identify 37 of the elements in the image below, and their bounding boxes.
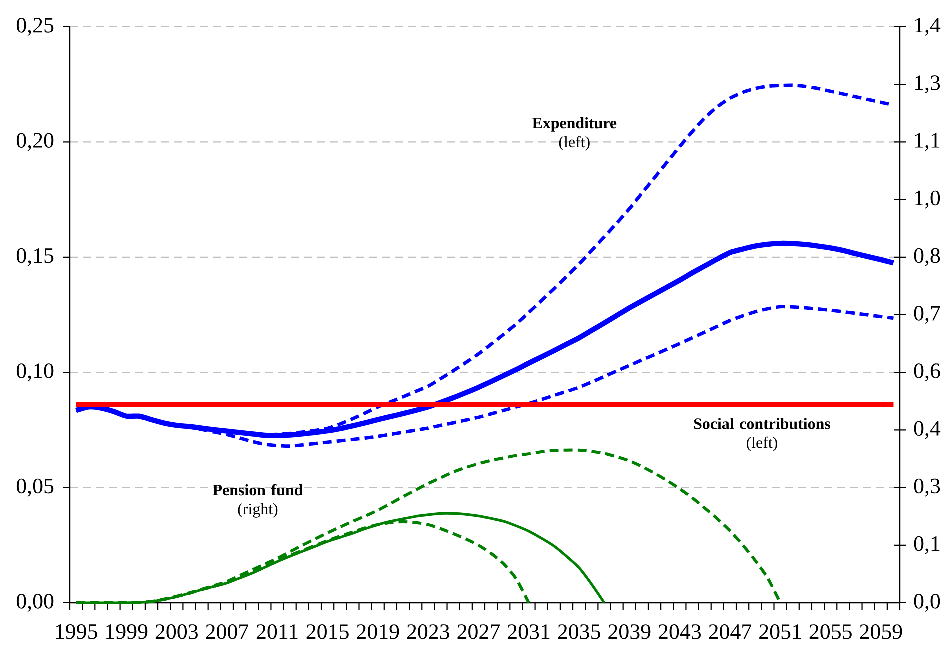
y-tick-label: 0,20 bbox=[16, 133, 54, 152]
y-tick-label: 0,00 bbox=[16, 594, 54, 612]
x-tick-label: 2015 bbox=[306, 624, 349, 640]
x-tick-label: 2019 bbox=[357, 624, 400, 640]
y2-tick-label: 0,4 bbox=[914, 421, 941, 440]
x-tick-label: 2007 bbox=[206, 624, 248, 640]
y-tick-label: 0,25 bbox=[16, 18, 54, 36]
y2-tick-label: 0,3 bbox=[914, 478, 940, 497]
x-tick-label: 1995 bbox=[56, 624, 98, 640]
x-tick-label: 2055 bbox=[810, 624, 852, 640]
x-tick-label: 2059 bbox=[860, 624, 902, 640]
x-tick-label: 2039 bbox=[608, 624, 651, 640]
y2-tick-label: 0,0 bbox=[914, 594, 940, 612]
y2-tick-label: 0,7 bbox=[914, 306, 940, 324]
y2-tick-label: 0,8 bbox=[914, 248, 940, 266]
x-tick-label: 2003 bbox=[156, 624, 198, 640]
y2-tick-label: 0,1 bbox=[914, 536, 940, 554]
y2-tick-label: 1,3 bbox=[915, 76, 940, 94]
x-tick-label: 2047 bbox=[709, 624, 752, 640]
x-tick-label: 2023 bbox=[407, 624, 450, 640]
y-tick-label: 0,05 bbox=[16, 478, 54, 497]
y2-tick-label: 0,6 bbox=[914, 364, 940, 382]
y2-tick-label: 1,4 bbox=[915, 18, 941, 36]
annotation: Social contributions (left) bbox=[694, 418, 830, 452]
y-tick-label: 0,15 bbox=[16, 248, 54, 266]
x-tick-label: 2043 bbox=[658, 624, 701, 640]
y2-tick-label: 1,1 bbox=[915, 133, 940, 152]
annotation: Expenditure (left) bbox=[532, 117, 617, 151]
x-tick-label: 2011 bbox=[256, 624, 298, 640]
x-tick-label: 2031 bbox=[508, 624, 550, 640]
x-tick-label: 1999 bbox=[106, 624, 148, 640]
x-tick-label: 2027 bbox=[458, 624, 500, 640]
y2-tick-label: 1,0 bbox=[915, 190, 940, 209]
annotation: Pension fund (right) bbox=[213, 484, 303, 518]
x-tick-label: 2051 bbox=[760, 624, 802, 640]
y-tick-label: 0,10 bbox=[16, 364, 54, 382]
x-tick-label: 2035 bbox=[558, 624, 600, 640]
